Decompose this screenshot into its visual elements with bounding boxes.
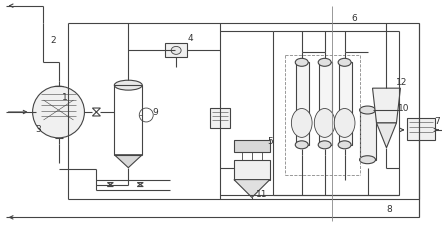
Text: 1: 1 <box>62 93 67 102</box>
Ellipse shape <box>171 46 181 54</box>
Bar <box>210 108 230 128</box>
Bar <box>338 62 352 145</box>
Bar <box>360 110 376 160</box>
Text: 3: 3 <box>36 125 42 134</box>
Circle shape <box>139 108 153 122</box>
Text: 8: 8 <box>387 205 392 214</box>
Bar <box>234 140 270 152</box>
Ellipse shape <box>114 80 142 90</box>
Polygon shape <box>114 155 142 168</box>
Text: 6: 6 <box>352 14 358 23</box>
Polygon shape <box>107 183 113 187</box>
Ellipse shape <box>360 156 376 164</box>
Bar <box>319 62 332 145</box>
Ellipse shape <box>295 58 308 66</box>
Ellipse shape <box>295 141 308 149</box>
Bar <box>408 118 435 140</box>
Polygon shape <box>377 123 396 148</box>
Ellipse shape <box>338 58 351 66</box>
Bar <box>234 160 270 180</box>
Polygon shape <box>93 108 101 116</box>
Ellipse shape <box>338 141 351 149</box>
Polygon shape <box>373 88 400 123</box>
Text: 9: 9 <box>152 108 158 116</box>
Polygon shape <box>234 180 270 197</box>
Text: 2: 2 <box>51 36 56 45</box>
Bar <box>296 62 309 145</box>
Text: 12: 12 <box>396 78 407 87</box>
Polygon shape <box>137 183 143 187</box>
Text: 5: 5 <box>267 137 273 146</box>
Circle shape <box>33 86 85 138</box>
Ellipse shape <box>334 109 355 137</box>
Bar <box>165 43 187 57</box>
Ellipse shape <box>291 109 312 137</box>
Text: 10: 10 <box>398 104 409 113</box>
Text: 7: 7 <box>435 117 440 126</box>
Ellipse shape <box>318 58 331 66</box>
Text: 11: 11 <box>256 190 268 199</box>
Ellipse shape <box>360 106 376 114</box>
Text: 4: 4 <box>187 34 193 43</box>
Ellipse shape <box>318 141 331 149</box>
Ellipse shape <box>314 109 335 137</box>
